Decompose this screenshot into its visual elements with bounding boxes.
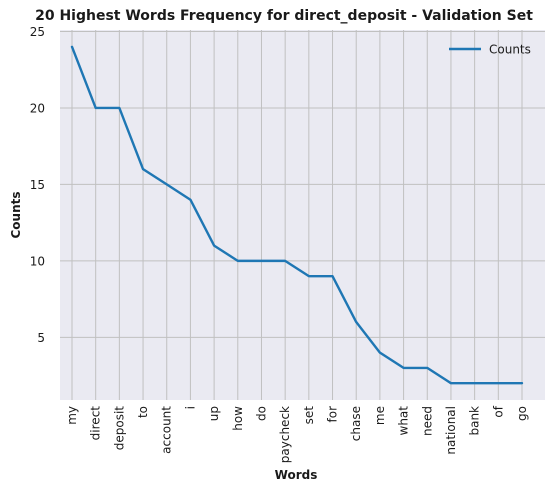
y-tick-label: 5 [37, 331, 45, 345]
x-tick-label: deposit [112, 406, 126, 451]
chart-title: 20 Highest Words Frequency for direct_de… [35, 8, 533, 24]
x-tick-label: bank [468, 406, 482, 436]
y-tick-labels: 5 10 15 20 25 [30, 25, 45, 345]
legend: Counts [449, 43, 531, 57]
x-tick-label: set [302, 406, 316, 425]
x-tick-label: account [160, 406, 174, 454]
x-tick-label: up [207, 406, 221, 421]
x-tick-label: chase [349, 406, 363, 441]
x-tick-label: of [491, 405, 505, 417]
series-line [70, 45, 524, 385]
x-tick-label: for [326, 406, 340, 423]
x-tick-label: i [183, 406, 197, 409]
y-tick-label: 10 [30, 254, 45, 268]
y-gridlines [60, 31, 545, 338]
series-lines [70, 45, 524, 385]
x-gridlines [71, 30, 523, 400]
x-tick-label: my [65, 406, 79, 425]
x-tick-label: how [231, 406, 245, 431]
y-tick-label: 25 [30, 25, 45, 39]
y-tick-label: 15 [30, 178, 45, 192]
x-tick-label: need [420, 406, 434, 436]
x-tick-labels: my direct deposit to account i up how do paycheck… [65, 405, 529, 463]
x-tick-label: go [515, 406, 529, 421]
x-tick-label: direct [89, 406, 103, 441]
x-tick-label: national [444, 406, 458, 455]
x-axis-label: Words [275, 468, 318, 482]
plot-area [60, 30, 545, 400]
x-tick-label: to [136, 406, 150, 418]
y-axis-label: Counts [9, 191, 23, 238]
x-tick-label: me [373, 406, 387, 425]
x-tick-label: what [397, 406, 411, 436]
legend-label: Counts [489, 43, 531, 57]
x-tick-label: do [254, 406, 268, 421]
y-tick-label: 20 [30, 101, 45, 115]
x-tick-label: paycheck [278, 406, 292, 463]
